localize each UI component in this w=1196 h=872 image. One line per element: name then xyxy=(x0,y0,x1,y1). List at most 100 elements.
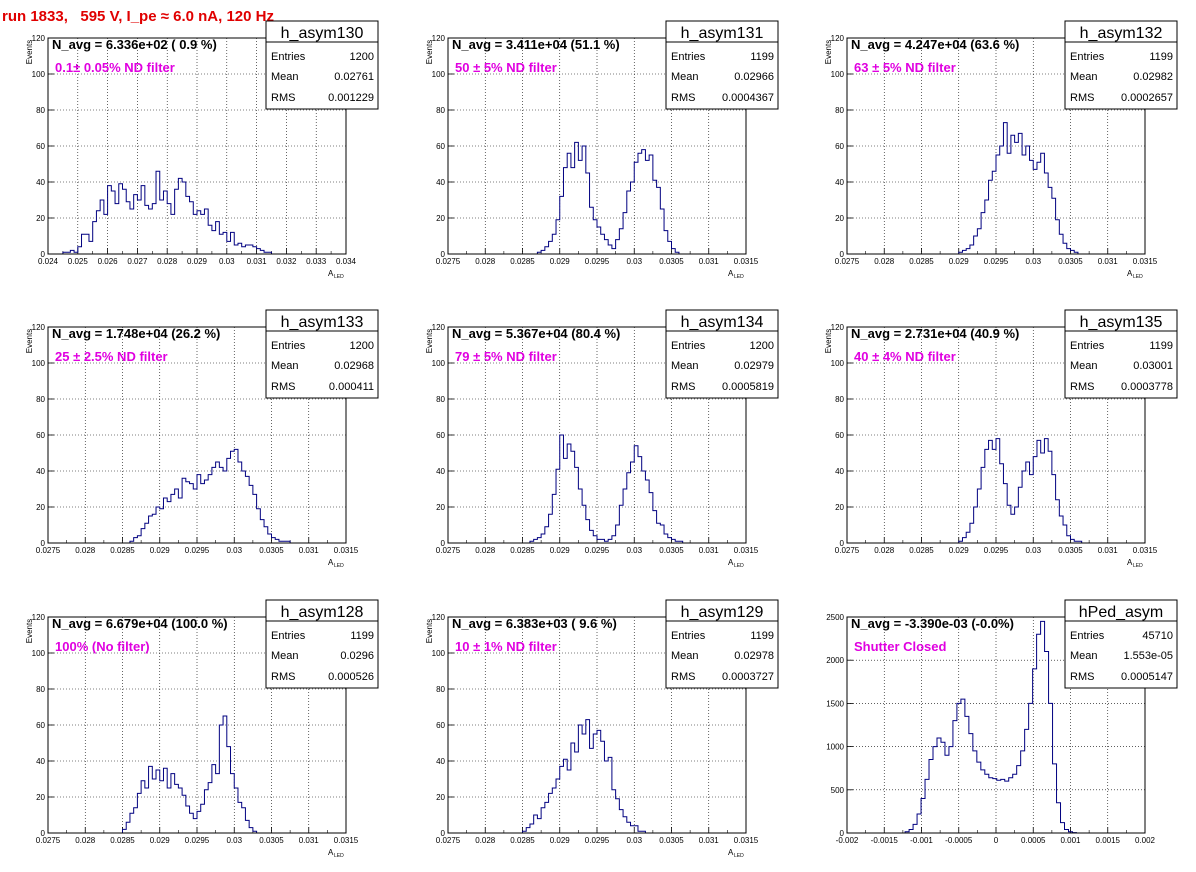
y-tick-label: 1500 xyxy=(826,699,844,708)
y-tick-label: 120 xyxy=(831,323,845,332)
stats-label: RMS xyxy=(271,92,295,104)
x-tick-label: 0.0315 xyxy=(334,836,359,845)
plot-frame xyxy=(447,37,747,255)
y-axis-label: Events xyxy=(425,329,434,353)
x-tick-label: 0.0275 xyxy=(835,257,860,266)
stats-value: 0.0296 xyxy=(340,650,374,662)
stats-label: Mean xyxy=(1070,650,1098,662)
x-tick-label: 0.026 xyxy=(98,257,119,266)
y-tick-label: 0 xyxy=(41,539,46,548)
y-tick-label: 40 xyxy=(36,178,45,187)
y-axis-label: Events xyxy=(824,329,833,353)
y-tick-label: 80 xyxy=(835,106,844,115)
x-tick-label: 0.002 xyxy=(1135,836,1156,845)
chart-panel-h_asym130: 0.024 0.025 0.026 0.027 0.028 0.029 0.03 0.031 0… xyxy=(25,20,379,280)
x-tick-label: 0.0285 xyxy=(510,257,535,266)
x-tick-label: 0.0285 xyxy=(510,546,535,555)
x-tick-label: 0.0285 xyxy=(510,836,535,845)
x-tick-label: 0.03 xyxy=(226,836,242,845)
x-tick-label: 0.025 xyxy=(68,257,89,266)
filter-note: 40 ± 4% ND filter xyxy=(854,349,956,364)
y-tick-label: 2500 xyxy=(826,613,844,622)
stats-label: Entries xyxy=(271,51,306,63)
stats-value: 0.000411 xyxy=(329,381,374,393)
y-tick-label: 0 xyxy=(441,250,446,259)
stats-label: RMS xyxy=(271,671,295,683)
x-tick-label: 0.0295 xyxy=(585,836,610,845)
x-tick-label: 0.029 xyxy=(150,836,171,845)
x-tick-label: 0.028 xyxy=(475,257,496,266)
y-tick-label: 120 xyxy=(32,613,46,622)
x-tick-label: 0.031 xyxy=(299,836,320,845)
histogram-line xyxy=(122,715,309,834)
y-tick-label: 40 xyxy=(436,467,445,476)
x-tick-label: 0.031 xyxy=(1098,257,1119,266)
y-tick-label: 20 xyxy=(36,214,45,223)
histogram-line xyxy=(958,438,1108,544)
histogram-line xyxy=(958,122,1079,254)
navg-text: N_avg = 2.731e+04 (40.9 %) xyxy=(851,326,1019,341)
x-tick-label: 0.028 xyxy=(75,836,96,845)
x-axis-label-sub: LED xyxy=(334,274,344,280)
x-tick-label: 0.0275 xyxy=(436,546,461,555)
navg-text: N_avg = 3.411e+04 (51.1 %) xyxy=(452,37,620,52)
x-tick-label: 0.029 xyxy=(550,257,571,266)
y-tick-label: 80 xyxy=(436,685,445,694)
y-tick-label: 500 xyxy=(831,786,845,795)
plot-frame xyxy=(846,616,1146,834)
y-tick-label: 20 xyxy=(36,793,45,802)
stats-label: Entries xyxy=(671,340,706,352)
x-tick-label: 0.024 xyxy=(38,257,59,266)
stats-value: 1200 xyxy=(750,340,774,352)
x-tick-label: 0.03 xyxy=(1025,257,1041,266)
x-tick-label: 0.0285 xyxy=(909,257,934,266)
stats-label: Mean xyxy=(271,360,299,372)
x-tick-label: 0.0015 xyxy=(1096,836,1121,845)
y-tick-label: 100 xyxy=(432,359,446,368)
stats-box xyxy=(1064,20,1178,110)
y-axis-label: Events xyxy=(425,40,434,64)
chart-panel-h_asym129: 0.0275 0.028 0.0285 0.029 0.0295 0.03 0.0305 0.… xyxy=(425,599,779,859)
stats-label: Entries xyxy=(1070,340,1105,352)
x-tick-label: 0.0305 xyxy=(659,836,684,845)
y-axis-label: Events xyxy=(25,619,34,643)
y-tick-label: 60 xyxy=(36,431,45,440)
chart-panel-h_asym131: 0.0275 0.028 0.0285 0.029 0.0295 0.03 0.0305 0.… xyxy=(425,20,779,280)
chart-panel-h_asym133: 0.0275 0.028 0.0285 0.029 0.0295 0.03 0.0305 0.… xyxy=(25,309,379,569)
x-tick-label: 0.028 xyxy=(75,546,96,555)
stats-label: Mean xyxy=(671,360,699,372)
plot-frame xyxy=(447,326,747,544)
x-tick-label: 0.031 xyxy=(299,546,320,555)
stats-label: RMS xyxy=(671,671,695,683)
y-tick-label: 100 xyxy=(32,649,46,658)
x-tick-label: 0.031 xyxy=(1098,546,1119,555)
x-tick-label: -0.0015 xyxy=(871,836,899,845)
y-tick-label: 0 xyxy=(441,829,446,838)
stats-value: 1199 xyxy=(1149,340,1173,352)
stats-box xyxy=(665,599,779,689)
stats-label: RMS xyxy=(1070,92,1094,104)
x-tick-label: 0.029 xyxy=(550,546,571,555)
x-tick-label: 0.0305 xyxy=(259,546,284,555)
histogram-line xyxy=(529,434,709,544)
x-axis-label-sub: LED xyxy=(1133,274,1143,280)
y-tick-label: 60 xyxy=(436,142,445,151)
x-tick-label: 0.031 xyxy=(699,546,720,555)
y-tick-label: 100 xyxy=(32,359,46,368)
x-axis-label: A xyxy=(728,269,734,278)
stats-value: 0.0005819 xyxy=(722,381,774,393)
y-tick-label: 40 xyxy=(36,467,45,476)
x-tick-label: 0.029 xyxy=(150,546,171,555)
stats-label: Mean xyxy=(271,71,299,83)
x-tick-label: 0.0315 xyxy=(734,257,759,266)
y-tick-label: 80 xyxy=(36,395,45,404)
stats-value: 1200 xyxy=(350,51,374,63)
x-tick-label: 0.029 xyxy=(949,257,970,266)
x-tick-label: 0.029 xyxy=(949,546,970,555)
y-tick-label: 20 xyxy=(36,503,45,512)
stats-value: 1199 xyxy=(350,630,374,642)
stats-box xyxy=(665,20,779,110)
x-tick-label: 0.0295 xyxy=(185,836,210,845)
x-tick-label: 0.03 xyxy=(626,546,642,555)
y-tick-label: 20 xyxy=(835,214,844,223)
